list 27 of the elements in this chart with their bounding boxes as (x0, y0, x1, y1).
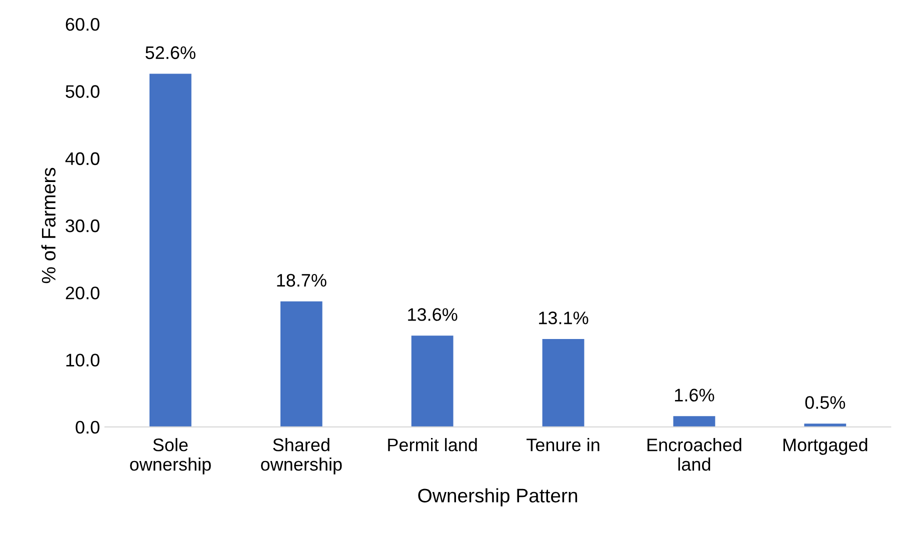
y-tick-label: 10.0 (66, 354, 100, 367)
data-label: 0.5% (805, 396, 846, 409)
bar (411, 336, 454, 427)
data-label: 18.7% (277, 274, 326, 287)
y-axis-title: % of Farmers (41, 168, 56, 284)
bar (149, 74, 192, 427)
data-label: 13.6% (408, 308, 458, 321)
x-tick-label: Mortgaged (783, 438, 868, 455)
x-tick-label: Sole ownership (130, 438, 211, 474)
x-axis-title: Ownership Pattern (418, 488, 578, 506)
data-label: 13.1% (539, 312, 588, 324)
x-tick-label: Encroached land (648, 438, 742, 471)
y-tick-label: 20.0 (66, 286, 100, 300)
data-label: 1.6% (675, 388, 714, 402)
data-label: 52.6% (146, 46, 196, 60)
x-tick-label: Permit land (388, 438, 477, 452)
bar (280, 301, 322, 427)
y-tick-label: 0.0 (76, 420, 100, 434)
y-tick-label: 40.0 (65, 152, 100, 166)
x-tick-label: Tenure in (526, 438, 600, 452)
x-tick-label: Shared ownership (260, 438, 342, 474)
bar (804, 424, 846, 427)
y-tick-label: 30.0 (66, 219, 100, 232)
y-tick-label: 60.0 (66, 18, 100, 31)
y-tick-label: 50.0 (66, 85, 100, 98)
bar (542, 338, 584, 427)
bar (673, 416, 716, 427)
